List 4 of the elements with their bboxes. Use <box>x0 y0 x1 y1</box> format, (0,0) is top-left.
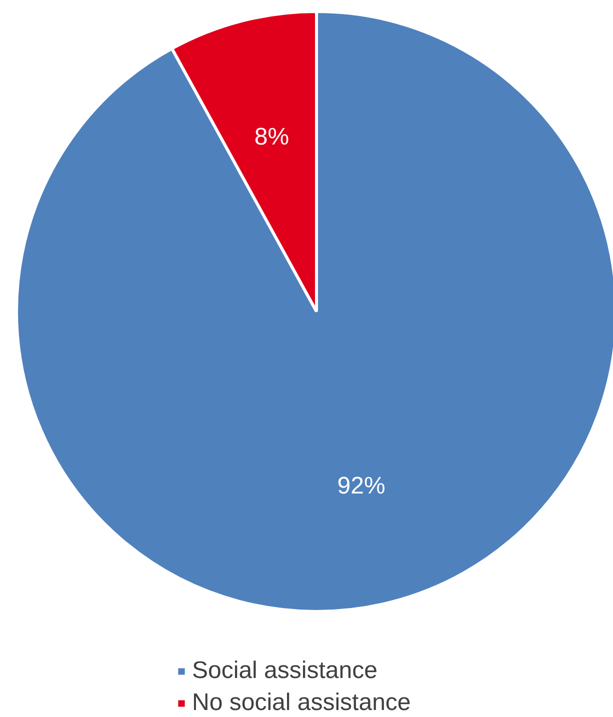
data-label: 92% <box>337 472 386 500</box>
legend-label: Social assistance <box>192 657 378 685</box>
data-label: 8% <box>254 124 290 151</box>
legend-label: No social assistance <box>192 689 411 717</box>
